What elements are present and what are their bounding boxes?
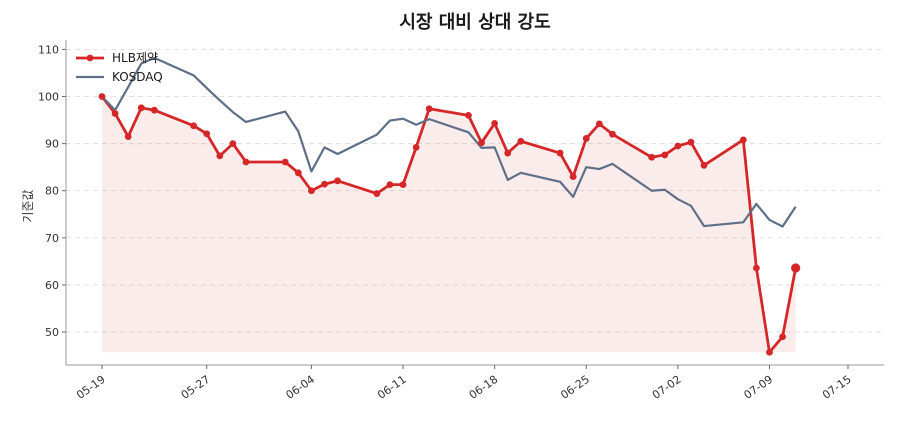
x-tick-label: 06-25 — [558, 373, 592, 402]
y-tick-label: 70 — [45, 232, 59, 245]
series-area-fill — [102, 96, 796, 353]
x-tick-label: 05-19 — [74, 373, 108, 402]
data-point — [334, 177, 341, 185]
y-tick-label: 100 — [38, 91, 59, 104]
series-lines — [100, 56, 798, 354]
data-point — [150, 106, 158, 114]
data-point — [791, 263, 801, 273]
y-tick-label: 50 — [45, 326, 59, 339]
data-point — [595, 120, 603, 128]
data-point — [137, 104, 145, 112]
x-tick-label: 06-18 — [467, 373, 501, 402]
y-tick-label: 80 — [45, 185, 59, 198]
data-point — [478, 139, 485, 147]
data-point — [517, 137, 525, 145]
x-tick-label: 07-02 — [650, 373, 684, 402]
y-tick-label: 110 — [38, 43, 59, 56]
data-point — [373, 190, 381, 197]
data-point — [98, 93, 106, 100]
area-fills — [102, 96, 796, 353]
data-point — [242, 158, 250, 166]
data-point — [504, 149, 512, 157]
data-point — [308, 187, 315, 195]
legend-marker — [86, 54, 94, 62]
data-point — [203, 130, 211, 138]
data-point — [321, 180, 328, 188]
data-point — [190, 122, 198, 130]
data-point — [386, 181, 394, 189]
legend: HLB제약 KOSDAQ — [76, 50, 163, 84]
legend-label: HLB제약 — [112, 50, 158, 65]
grid-lines — [66, 48, 884, 333]
x-tick-label: 06-04 — [283, 373, 317, 402]
data-point — [674, 142, 682, 150]
data-point — [425, 105, 433, 113]
data-point — [687, 138, 695, 146]
x-tick-label: 07-15 — [820, 373, 854, 402]
data-point — [569, 173, 577, 180]
data-point — [739, 136, 747, 144]
y-tick-label: 60 — [45, 279, 59, 292]
data-point — [766, 348, 773, 356]
data-point — [700, 161, 708, 169]
data-point — [229, 140, 237, 148]
data-point — [752, 264, 760, 272]
data-point — [412, 143, 420, 151]
data-point — [399, 181, 407, 189]
data-point — [556, 149, 564, 157]
data-point — [281, 158, 289, 166]
data-point — [465, 111, 472, 119]
data-point — [124, 133, 132, 140]
x-tick-label: 06-11 — [375, 373, 409, 402]
data-point — [491, 119, 499, 127]
series-line-hlb — [100, 95, 798, 354]
data-point — [609, 130, 616, 138]
data-point — [779, 333, 786, 341]
x-tick-label: 05-27 — [179, 373, 213, 402]
data-point — [111, 110, 119, 117]
series-line-kosdaq — [101, 56, 797, 228]
chart-title: 시장 대비 상대 강도 — [399, 12, 550, 33]
data-point — [661, 151, 669, 159]
data-point — [582, 135, 590, 142]
data-point — [294, 169, 302, 177]
data-point — [648, 153, 656, 161]
x-tick-label: 07-09 — [742, 373, 776, 402]
y-axis-label: 기준값 — [21, 189, 35, 222]
y-tick-label: 90 — [45, 138, 59, 151]
data-markers — [98, 93, 801, 356]
legend-label: KOSDAQ — [112, 70, 163, 84]
data-point — [216, 152, 224, 160]
